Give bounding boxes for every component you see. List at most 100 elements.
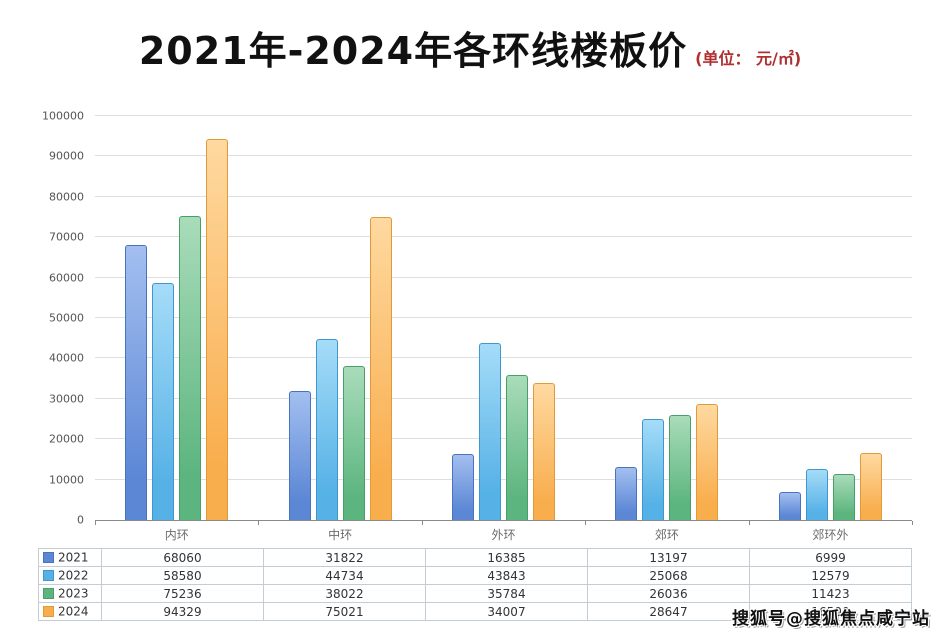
bar-2023-中环 xyxy=(342,366,365,520)
y-axis-label: 0 xyxy=(77,513,84,527)
grid-line xyxy=(95,115,912,116)
bar-2021-内环 xyxy=(125,245,148,520)
y-axis-label: 60000 xyxy=(49,271,84,285)
bar-2022-中环 xyxy=(315,339,338,520)
value-cell: 11423 xyxy=(749,584,912,603)
chart-subtitle: (单位： 元/㎡) xyxy=(695,49,802,68)
bar-2024-外环 xyxy=(533,382,556,520)
bar-2024-郊环 xyxy=(696,404,719,520)
legend-cell: 2021 xyxy=(38,548,102,567)
legend-cell: 2024 xyxy=(38,602,102,621)
value-cell: 68060 xyxy=(101,548,264,567)
x-axis-label: 内环 xyxy=(164,528,189,542)
value-cell: 25068 xyxy=(587,566,750,585)
watermark: 搜狐号@搜狐焦点咸宁站 xyxy=(732,609,930,629)
value-cell: 13197 xyxy=(587,548,750,567)
bar-2023-外环 xyxy=(506,375,529,520)
bar-2021-郊环外 xyxy=(778,491,801,520)
chart-title-block: 2021年-2024年各环线楼板价 (单位： 元/㎡) xyxy=(0,20,940,75)
legend-swatch xyxy=(43,588,54,600)
value-cell: 38022 xyxy=(263,584,426,603)
bar-group-中环 xyxy=(258,116,421,520)
bar-chart: 0 10000 20000 30000 40000 50000 60000 70000 8000… xyxy=(38,108,913,546)
x-axis-tick xyxy=(258,521,260,525)
bar-2022-郊环 xyxy=(642,418,665,520)
value-cell: 6999 xyxy=(749,548,912,567)
y-axis-label: 90000 xyxy=(49,149,84,163)
value-cell: 94329 xyxy=(101,602,264,621)
legend-cell: 2022 xyxy=(38,566,102,585)
y-axis-label: 70000 xyxy=(49,230,84,244)
value-cell: 58580 xyxy=(101,566,264,585)
grid-line xyxy=(95,397,912,399)
grid-line xyxy=(95,195,912,197)
value-cell: 44734 xyxy=(263,566,426,585)
table-row: 2021 68060 31822 16385 13197 6999 xyxy=(38,548,912,567)
data-table: 2021 68060 31822 16385 13197 6999 2022 58580 447… xyxy=(38,548,912,621)
value-cell: 26036 xyxy=(587,584,750,603)
bar-2024-郊环外 xyxy=(859,453,882,520)
value-cell: 12579 xyxy=(749,566,912,585)
value-cell: 16385 xyxy=(425,548,588,567)
x-axis-tick xyxy=(585,521,587,525)
value-cell: 43843 xyxy=(425,566,588,585)
plot-area xyxy=(95,115,913,525)
x-axis: 内环 中环 外环 郊环 郊环外 xyxy=(95,524,912,543)
value-cell: 28647 xyxy=(587,602,750,621)
bar-group-内环 xyxy=(95,116,258,520)
bar-2023-内环 xyxy=(179,216,202,520)
bar-2023-郊环外 xyxy=(832,473,855,520)
grid-line xyxy=(95,236,912,238)
grid-line xyxy=(95,276,912,278)
x-axis-tick xyxy=(748,521,750,525)
data-table-body: 2021 68060 31822 16385 13197 6999 2022 58580 447… xyxy=(38,548,912,621)
x-axis-label: 郊环外 xyxy=(812,528,849,542)
grid-line xyxy=(95,357,912,359)
legend-swatch xyxy=(43,570,54,582)
value-cell: 75236 xyxy=(101,584,264,603)
value-cell: 31822 xyxy=(263,548,426,567)
chart-title: 2021年-2024年各环线楼板价 xyxy=(138,29,688,73)
legend-year-label: 2024 xyxy=(58,604,89,619)
bar-2022-内环 xyxy=(152,283,175,520)
grid-line xyxy=(95,155,912,157)
bar-2021-中环 xyxy=(288,391,311,520)
x-axis-label: 郊环 xyxy=(654,528,679,542)
legend-year-label: 2022 xyxy=(58,568,89,583)
value-cell: 75021 xyxy=(263,602,426,621)
bar-2024-内环 xyxy=(206,138,229,520)
bar-2021-郊环 xyxy=(615,466,638,520)
grid-line xyxy=(95,478,912,480)
value-cell: 35784 xyxy=(425,584,588,603)
x-axis-tick xyxy=(95,521,96,525)
x-axis-tick xyxy=(912,521,913,525)
legend-swatch xyxy=(43,606,54,618)
x-axis-tick xyxy=(421,521,423,525)
y-axis-label: 80000 xyxy=(49,190,84,204)
bar-2023-郊环 xyxy=(669,414,692,520)
value-cell: 34007 xyxy=(425,602,588,621)
table-row: 2022 58580 44734 43843 25068 12579 xyxy=(38,566,912,585)
table-row: 2024 94329 75021 34007 28647 16500 xyxy=(38,602,912,621)
y-axis-label: 100000 xyxy=(42,109,84,123)
bar-group-郊环 xyxy=(585,116,748,520)
y-axis-label: 30000 xyxy=(49,392,84,406)
bar-groups xyxy=(95,116,912,520)
bar-group-郊环外 xyxy=(749,116,912,520)
bar-group-外环 xyxy=(422,116,585,520)
table-row: 2023 75236 38022 35784 26036 11423 xyxy=(38,584,912,603)
legend-year-label: 2023 xyxy=(58,586,89,601)
bar-2024-中环 xyxy=(369,216,392,520)
grid-line xyxy=(95,317,912,318)
value-cell: 16500 xyxy=(749,602,912,621)
x-axis-label: 外环 xyxy=(491,528,516,542)
legend-year-label: 2021 xyxy=(58,550,89,565)
y-axis-label: 50000 xyxy=(49,311,84,325)
y-axis-label: 40000 xyxy=(49,351,84,365)
legend-swatch xyxy=(43,552,54,564)
bar-2022-郊环外 xyxy=(805,469,828,520)
y-axis-label: 10000 xyxy=(49,473,84,487)
grid-line xyxy=(95,438,912,440)
bar-2022-外环 xyxy=(479,342,502,520)
bar-2021-外环 xyxy=(452,453,475,520)
